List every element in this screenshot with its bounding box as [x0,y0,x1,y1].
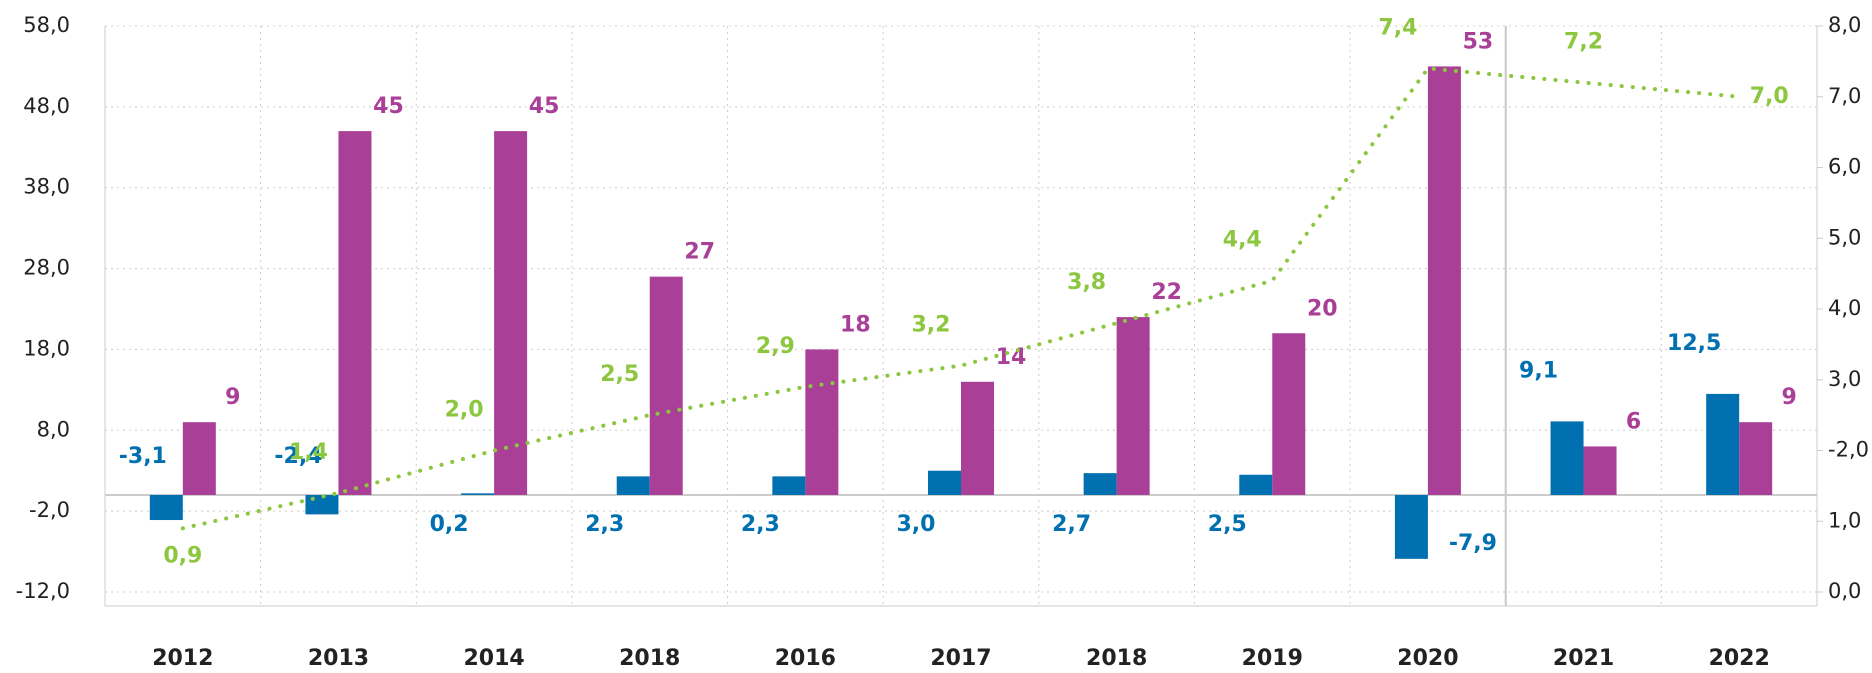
value-label: -7,9 [1449,531,1497,556]
y-tick-label: 48,0 [23,94,70,118]
bar [616,476,650,495]
bar [1116,317,1150,495]
y2-tick-label: 7,0 [1828,84,1861,108]
bar [494,131,528,495]
y-tick-label: 18,0 [23,336,70,360]
y2-tick-label: 4,0 [1828,296,1861,320]
x-tick-label: 2017 [930,646,991,671]
value-label: 3,0 [897,512,936,537]
y-tick-label: 8,0 [37,417,70,441]
y2-tick-label: 6,0 [1828,155,1861,179]
value-label: 14 [996,345,1027,370]
value-label: 18 [840,312,871,337]
bar [1239,474,1273,495]
value-label: 2,3 [585,512,624,537]
y-tick-label: 58,0 [23,13,70,37]
bar [338,131,372,495]
y2-tick-label: 1,0 [1828,508,1861,532]
x-tick-label: 2018 [1086,646,1147,671]
bar [772,476,806,495]
value-label: 2,3 [741,512,780,537]
value-label: 9 [1782,385,1797,410]
value-label: 7,2 [1564,30,1603,55]
bar [1739,422,1773,495]
value-label: 0,2 [430,512,469,537]
x-tick-label: 2018 [619,646,680,671]
bar [1583,446,1617,495]
value-label: -2,4 [274,444,322,469]
bar [1550,421,1584,495]
value-label: 0,9 [163,543,202,568]
value-label: 12,5 [1667,331,1721,356]
value-label: -3,1 [119,444,167,469]
y-tick-label: 28,0 [23,256,70,280]
bar [805,349,839,495]
bar [961,381,994,495]
y-tick-label: -12,0 [16,579,70,603]
y-tick-label: 38,0 [23,175,70,199]
bar [149,494,183,521]
value-label: 2,9 [756,334,795,359]
bar [649,276,683,495]
value-label: 53 [1463,29,1494,54]
value-label: 45 [529,94,560,119]
x-tick-label: 2012 [152,646,213,671]
value-label: 2,0 [445,398,484,423]
x-tick-label: 2022 [1709,646,1770,671]
x-tick-label: 2013 [308,646,369,671]
bar [1427,66,1461,495]
value-label: 27 [684,240,715,265]
value-label: 3,8 [1067,270,1106,295]
value-label: 7,0 [1750,84,1789,109]
x-tick-label: 2014 [463,646,524,671]
x-tick-label: 2021 [1553,646,1614,671]
value-label: 20 [1307,296,1338,321]
line [180,66,1742,531]
bar [928,470,961,495]
value-label: 6 [1626,409,1641,434]
bar [461,493,495,495]
y2-tick-label: 3,0 [1828,367,1861,391]
bar [182,422,216,495]
x-tick-label: 2016 [775,646,836,671]
value-label: 45 [373,94,404,119]
value-label: 3,2 [912,313,951,338]
bar [305,494,339,515]
value-label: 9 [225,385,240,410]
value-label: 1,4 [289,440,328,465]
value-label: 7,4 [1378,15,1417,40]
value-label: 22 [1151,280,1182,305]
bar [1394,494,1428,559]
value-label: 2,5 [600,362,639,387]
y2-tick-label: -2,0 [1828,438,1869,462]
x-tick-label: 2019 [1242,646,1303,671]
value-label: 2,5 [1208,512,1247,537]
bar [1272,333,1306,495]
value-label: 9,1 [1519,358,1558,383]
y-tick-label: -2,0 [29,498,70,522]
y2-tick-label: 0,0 [1828,579,1861,603]
x-tick-label: 2020 [1397,646,1458,671]
bar [1706,393,1740,495]
y2-tick-label: 8,0 [1828,13,1861,37]
value-label: 4,4 [1223,228,1262,253]
bar [1083,473,1117,495]
value-label: 2,7 [1052,512,1091,537]
y2-tick-label: 5,0 [1828,225,1861,249]
